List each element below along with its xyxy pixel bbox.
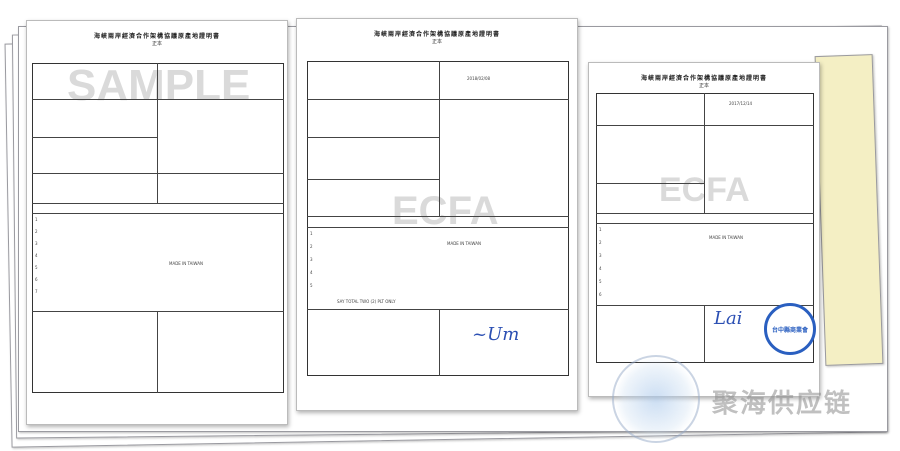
signature: Lai xyxy=(714,308,743,329)
certificate-document-3: 海峽兩岸經濟合作架構協議原產地證明書 正本 ECFA 2017/12/14 MA… xyxy=(588,62,820,397)
issue-date: 2018/02/08 xyxy=(467,76,491,81)
chamber-stamp: 台中縣商業會 xyxy=(764,303,816,355)
shipping-marks: MADE IN TAIWAN xyxy=(169,261,204,266)
document-title: 海峽兩岸經濟合作架構協議原產地證明書 xyxy=(373,31,500,38)
document-subtitle: 正本 xyxy=(698,83,709,89)
shipping-marks: MADE IN TAIWAN xyxy=(447,241,482,246)
shipping-marks: MADE IN TAIWAN xyxy=(709,235,744,240)
ecfa-watermark: ECFA xyxy=(392,189,499,233)
document-title: 海峽兩岸經濟合作架構協議原產地證明書 xyxy=(640,75,767,82)
brand-watermark: 聚海供应链 xyxy=(712,389,853,419)
sample-watermark: SAMPLE xyxy=(67,61,251,110)
signature: ~Um xyxy=(472,324,520,345)
certificate-document-1: 海峽兩岸經濟合作架構協議原產地證明書 正本 SAMPLE MADE IN TAI… xyxy=(26,20,288,425)
form-grid xyxy=(32,63,284,393)
form-grid xyxy=(307,61,569,376)
certificate-document-2: 海峽兩岸經濟合作架構協議原產地證明書 正本 ECFA 2018/02/08 MA… xyxy=(296,18,578,411)
total-text: SAY TOTAL TWO (2) PLT ONLY xyxy=(337,299,396,304)
issue-date: 2017/12/14 xyxy=(729,101,753,106)
paper-stack xyxy=(814,54,884,366)
brand-logo xyxy=(612,355,700,443)
document-title: 海峽兩岸經濟合作架構協議原產地證明書 xyxy=(93,33,220,40)
document-subtitle: 正本 xyxy=(151,41,162,47)
document-subtitle: 正本 xyxy=(431,39,442,45)
form-grid xyxy=(596,93,814,363)
